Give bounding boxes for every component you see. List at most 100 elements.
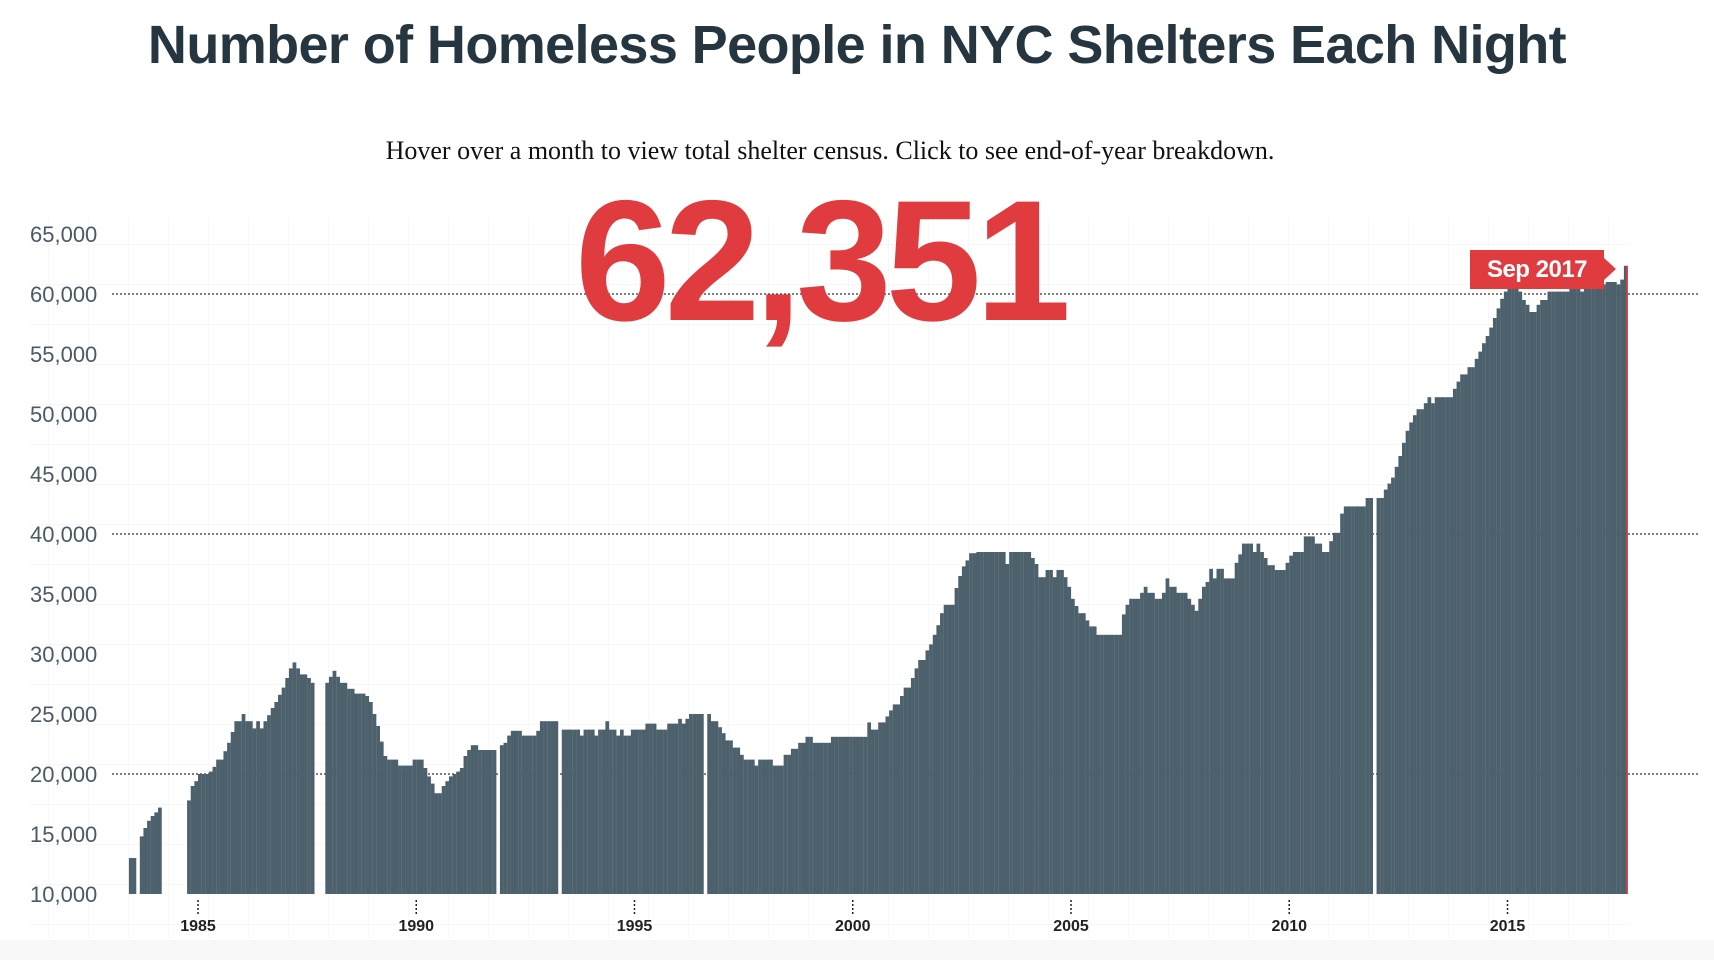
bar[interactable] [645, 723, 650, 894]
bar[interactable] [816, 742, 821, 894]
bar[interactable] [365, 696, 370, 894]
bar[interactable] [529, 735, 533, 894]
bar[interactable] [1132, 598, 1137, 894]
bar[interactable] [787, 754, 792, 894]
bar[interactable] [1522, 300, 1526, 894]
bar[interactable] [1616, 284, 1621, 894]
bar[interactable] [1452, 388, 1457, 894]
bar[interactable] [427, 776, 431, 894]
bar[interactable] [827, 742, 832, 894]
bar[interactable] [634, 729, 639, 894]
bar[interactable] [809, 736, 813, 894]
bar[interactable] [1332, 532, 1337, 894]
bar[interactable] [259, 728, 264, 894]
bar[interactable] [1172, 586, 1177, 894]
bar[interactable] [867, 722, 872, 894]
bar[interactable] [361, 693, 366, 894]
bar[interactable] [1460, 374, 1464, 894]
bar[interactable] [521, 735, 526, 894]
bar[interactable] [805, 736, 810, 894]
bar[interactable] [1380, 498, 1384, 894]
bar[interactable] [219, 759, 224, 894]
bar[interactable] [132, 858, 137, 894]
bar[interactable] [663, 729, 668, 894]
bar[interactable] [416, 759, 420, 894]
bar[interactable] [1445, 397, 1450, 894]
bar[interactable] [1285, 562, 1290, 894]
bar[interactable] [579, 735, 584, 894]
bar[interactable] [838, 736, 842, 894]
bar[interactable] [710, 721, 715, 894]
bar[interactable] [547, 721, 551, 894]
bar[interactable] [1547, 291, 1552, 895]
bar[interactable] [227, 742, 231, 894]
bar[interactable] [408, 765, 413, 894]
bar[interactable] [1078, 613, 1083, 894]
bar[interactable] [1180, 592, 1184, 894]
bar[interactable] [1318, 543, 1323, 894]
bar[interactable] [1260, 552, 1264, 894]
bar[interactable] [1402, 442, 1406, 894]
bar[interactable] [729, 740, 733, 894]
bar[interactable] [263, 721, 268, 894]
bar[interactable] [554, 721, 559, 894]
bar[interactable] [1514, 288, 1519, 894]
bar[interactable] [1063, 577, 1068, 894]
bar[interactable] [1623, 265, 1628, 894]
bar[interactable] [565, 729, 570, 894]
bar[interactable] [1431, 403, 1435, 894]
bar[interactable] [718, 727, 722, 894]
bar[interactable] [128, 858, 133, 894]
bar[interactable] [1245, 543, 1250, 894]
bar[interactable] [470, 745, 475, 894]
bar[interactable] [1212, 578, 1217, 894]
bar[interactable] [1347, 506, 1352, 894]
bar[interactable] [1151, 592, 1155, 894]
bar[interactable] [1391, 477, 1395, 894]
bar[interactable] [1278, 570, 1283, 894]
bar[interactable] [761, 759, 766, 894]
bar[interactable] [525, 735, 530, 894]
bar[interactable] [1362, 506, 1366, 894]
bar[interactable] [1049, 570, 1053, 894]
bar[interactable] [1463, 374, 1468, 894]
bar[interactable] [536, 730, 541, 894]
bar[interactable] [1038, 577, 1043, 894]
bar[interactable] [310, 682, 315, 894]
bar[interactable] [1612, 282, 1617, 894]
bar[interactable] [1562, 291, 1566, 895]
bar[interactable] [332, 670, 337, 894]
bar[interactable] [940, 613, 944, 894]
bar[interactable] [936, 625, 941, 894]
bar[interactable] [1154, 598, 1159, 894]
bar[interactable] [274, 702, 279, 894]
bar[interactable] [772, 765, 777, 894]
bar[interactable] [900, 696, 904, 894]
bar[interactable] [870, 729, 875, 894]
bar[interactable] [860, 736, 864, 894]
bar[interactable] [965, 560, 970, 894]
bar[interactable] [1016, 552, 1021, 894]
bar[interactable] [1336, 532, 1341, 894]
bar[interactable] [1241, 543, 1246, 894]
bar[interactable] [303, 674, 308, 894]
bar[interactable] [1256, 543, 1261, 894]
bar[interactable] [641, 729, 646, 894]
bar[interactable] [692, 714, 697, 894]
bar[interactable] [372, 714, 377, 894]
bar[interactable] [678, 718, 682, 894]
bar[interactable] [983, 552, 988, 894]
bar[interactable] [950, 604, 955, 894]
bar[interactable] [1005, 564, 1010, 894]
bar[interactable] [1314, 543, 1319, 894]
bar[interactable] [1165, 578, 1170, 894]
bar[interactable] [1249, 543, 1253, 894]
bar[interactable] [1620, 279, 1625, 895]
bar[interactable] [1143, 586, 1148, 894]
bar[interactable] [903, 687, 908, 894]
bar[interactable] [725, 740, 730, 894]
bar[interactable] [459, 768, 464, 894]
bar[interactable] [743, 759, 748, 894]
bar[interactable] [358, 693, 362, 894]
bar[interactable] [1554, 291, 1559, 895]
